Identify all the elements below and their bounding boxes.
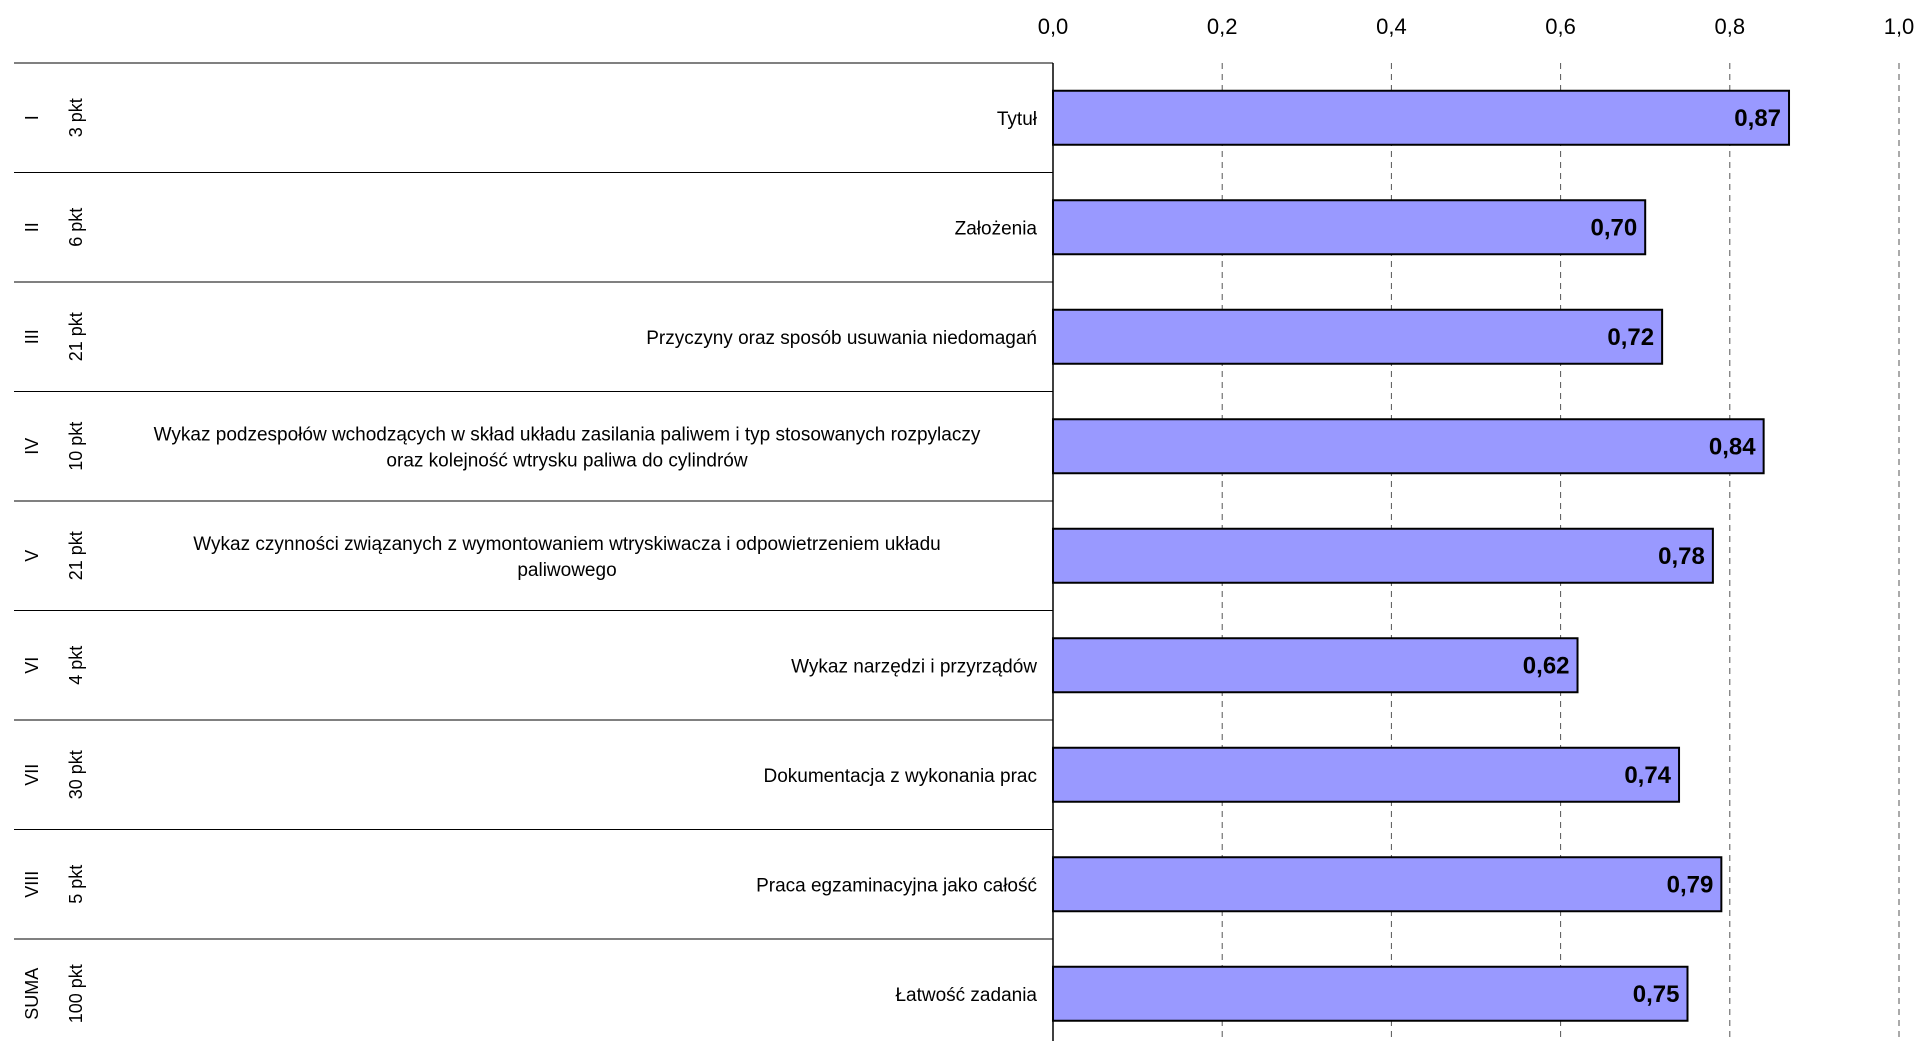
x-tick-label: 1,0 (1884, 14, 1915, 39)
bars: 0,87 0,70 0,72 0,84 0,78 0,62 0,74 0,79 0,75 (1052, 89, 1791, 1022)
category-row: I 3 pkt Tytuł (14, 62, 1053, 137)
bar (1052, 308, 1664, 365)
category-label: Wykaz czynności związanych z wymontowani… (193, 534, 940, 555)
x-tick-label: 0,4 (1376, 14, 1407, 39)
data-label: 0,74 (1624, 762, 1671, 789)
category-row: VIII 5 pkt Praca egzaminacyjna jako całość (14, 829, 1053, 904)
points-label: 100 pkt (66, 964, 86, 1023)
bar (1052, 746, 1681, 803)
category-row: II 6 pkt Założenia (14, 172, 1053, 247)
x-tick-label: 0,0 (1038, 14, 1069, 39)
bar (1052, 856, 1723, 913)
category-label: Wykaz narzędzi i przyrządów (791, 656, 1037, 677)
bar (1052, 965, 1689, 1022)
section-label: V (22, 550, 42, 562)
category-label: Dokumentacja z wykonania prac (763, 766, 1037, 787)
category-label: Tytuł (997, 109, 1038, 130)
bar (1052, 527, 1714, 584)
category-label: Łatwość zadania (895, 985, 1037, 1006)
points-label: 3 pkt (66, 98, 86, 137)
points-label: 30 pkt (66, 750, 86, 799)
data-label: 0,84 (1709, 433, 1756, 460)
section-label: SUMA (22, 968, 42, 1020)
category-row: V 21 pkt Wykaz czynności związanych z wymo… (14, 500, 1053, 581)
points-label: 10 pkt (66, 422, 86, 471)
category-rows: I 3 pkt Tytuł II 6 pkt Założenia III 21 pkt Przy… (14, 62, 1053, 1023)
data-label: 0,62 (1523, 652, 1570, 679)
data-label: 0,75 (1633, 981, 1680, 1008)
section-label: III (22, 329, 42, 344)
x-tick-label: 0,6 (1545, 14, 1576, 39)
section-label: II (22, 222, 42, 232)
data-label: 0,79 (1667, 871, 1714, 898)
category-row: III 21 pkt Przyczyny oraz sposób usuwania … (14, 281, 1053, 361)
category-label: Wykaz podzespołów wchodzących w skład uk… (154, 424, 981, 445)
bar (1052, 199, 1647, 256)
section-label: I (22, 115, 42, 120)
category-label: Praca egzaminacyjna jako całość (756, 875, 1037, 896)
category-label: oraz kolejność wtrysku paliwa do cylindr… (386, 450, 747, 471)
data-label: 0,70 (1590, 214, 1637, 241)
data-label: 0,87 (1734, 105, 1781, 132)
section-label: IV (22, 438, 42, 455)
category-row: SUMA 100 pkt Łatwość zadania (14, 938, 1053, 1023)
points-label: 21 pkt (66, 531, 86, 580)
x-tick-label: 0,2 (1207, 14, 1238, 39)
data-label: 0,78 (1658, 543, 1705, 570)
category-label: Przyczyny oraz sposób usuwania niedomaga… (646, 328, 1037, 349)
points-label: 5 pkt (66, 865, 86, 904)
points-label: 21 pkt (66, 312, 86, 361)
points-label: 4 pkt (66, 646, 86, 685)
category-row: IV 10 pkt Wykaz podzespołów wchodzących w … (14, 391, 1053, 471)
category-label: paliwowego (517, 560, 616, 581)
points-label: 6 pkt (66, 208, 86, 247)
category-row: VII 30 pkt Dokumentacja z wykonania prac (14, 719, 1053, 799)
data-label: 0,72 (1607, 324, 1654, 351)
x-tick-label: 0,8 (1715, 14, 1746, 39)
bar (1052, 637, 1579, 694)
section-label: VIII (22, 871, 42, 898)
bar (1052, 418, 1765, 475)
bar (1052, 89, 1791, 146)
section-label: VI (22, 657, 42, 674)
category-label: Założenia (955, 218, 1038, 239)
section-label: VII (22, 764, 42, 786)
category-row: VI 4 pkt Wykaz narzędzi i przyrządów (14, 610, 1053, 685)
x-axis-tick-labels: 0,0 0,2 0,4 0,6 0,8 1,0 (1038, 14, 1915, 39)
